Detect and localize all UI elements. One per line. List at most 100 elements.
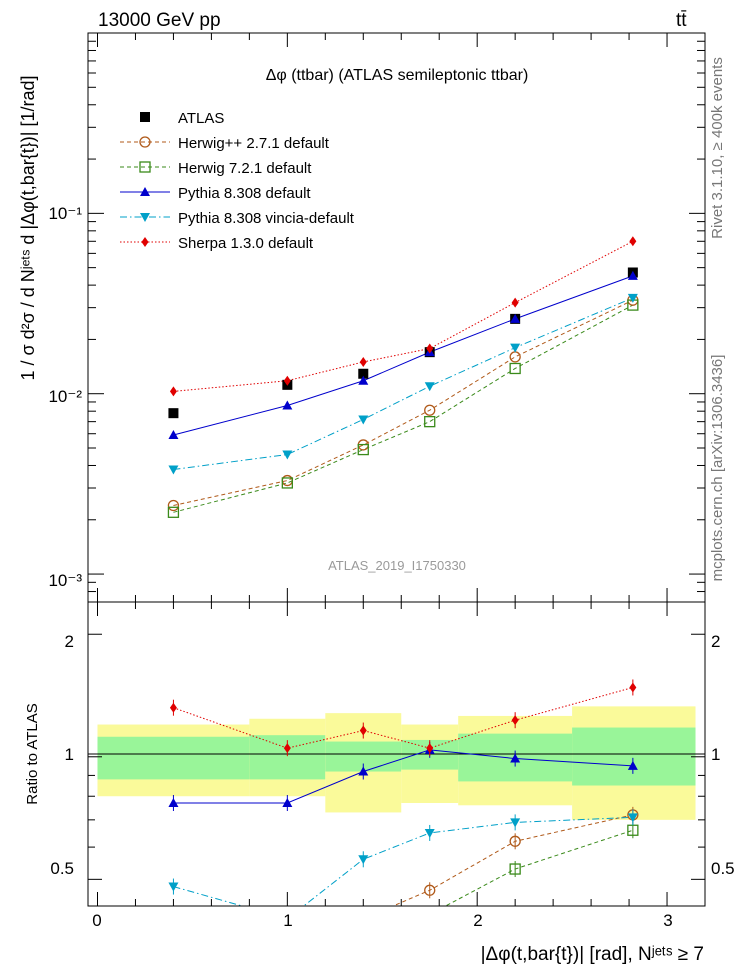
x-axis-label: |Δφ(t,bar{t})| [rad], Nʲᵉᵗˢ ≥ 7	[481, 944, 704, 965]
x-tick-label: 0	[92, 911, 101, 930]
herwig-2-7-1-default-point	[167, 499, 180, 512]
herwig-7-2-1-default-ratio-point	[509, 863, 521, 875]
sherpa-1-3-0-default-point	[169, 386, 177, 397]
pythia-8-308-vincia-default-point	[168, 465, 179, 475]
pythia-8-308-default-point	[510, 313, 521, 323]
series-lines	[173, 240, 634, 513]
pythia-8-308-vincia-default-point	[424, 382, 435, 392]
ratio-tick-label: 1	[65, 745, 74, 764]
pythia-8-308-default-ratio-point	[510, 753, 521, 763]
sherpa-1-3-0-default-line	[173, 240, 634, 392]
ratio-axis-label: Ratio to ATLAS	[24, 703, 41, 804]
herwig-7-2-1-default-point	[424, 415, 436, 428]
sherpa-1-3-0-default-ratio-point	[169, 702, 177, 713]
main-plot-frame	[87, 32, 706, 603]
legend-marker-pythia-8-308-default	[140, 187, 150, 196]
herwig-7-2-1-default-point	[281, 477, 293, 489]
sherpa-1-3-0-default-ratio-point	[426, 743, 434, 754]
pythia-8-308-default-ratio-point	[627, 760, 638, 770]
herwig-7-2-1-default-ratio-point	[425, 909, 435, 919]
herwig-2-7-1-default-ratio-point	[424, 884, 436, 896]
rivet-label: Rivet 3.1.10, ≥ 400k events	[709, 57, 726, 239]
ratio-tick-label: 2	[65, 632, 74, 651]
ratio-tick-label-right: 1	[711, 745, 720, 764]
herwig-7-2-1-default-ratio-line	[444, 829, 634, 906]
pythia-8-308-vincia-default-point	[282, 450, 293, 460]
sherpa-1-3-0-default-ratio-point	[359, 725, 367, 736]
herwig-2-7-1-default-ratio-point	[168, 959, 178, 969]
legend-marker-sherpa-1-3-0-default	[141, 237, 149, 247]
herwig-7-2-1-default-line	[173, 304, 634, 513]
series-markers	[167, 236, 639, 518]
sherpa-1-3-0-default-ratio-point	[629, 682, 637, 693]
main-axis-ticks	[88, 32, 706, 603]
y-tick-label: 10⁻³	[48, 571, 82, 590]
pythia-8-308-default-ratio-line	[173, 749, 633, 804]
pythia-8-308-vincia-default-line	[173, 297, 634, 470]
main-plot: Δφ (ttbar) (ATLAS semileptonic ttbar) AT…	[48, 32, 706, 603]
herwig-7-2-1-default-point	[357, 443, 369, 456]
pythia-8-308-default-ratio-point	[282, 797, 293, 807]
pythia-8-308-vincia-default-ratio-point	[358, 855, 369, 865]
pythia-8-308-default-line	[173, 275, 634, 436]
pythia-8-308-vincia-default-ratio-point	[424, 828, 435, 838]
sherpa-1-3-0-default-ratio-point	[511, 715, 519, 726]
ratio-plot: 0.5 1 2 0.5 1 2	[50, 601, 735, 969]
legend-marker-pythia-8-308-vincia-default	[140, 213, 150, 222]
legend: ATLAS Herwig++ 2.7.1 default Herwig 7.2.1 …	[120, 110, 355, 252]
sherpa-1-3-0-default-point	[511, 297, 519, 308]
analysis-label: ATLAS_2019_I1750330	[328, 558, 466, 573]
pythia-8-308-default-point	[168, 430, 179, 440]
sherpa-1-3-0-default-point	[359, 356, 367, 367]
x-tick-label: 2	[473, 911, 482, 930]
ratio-lines	[173, 686, 634, 906]
herwig-2-7-1-default-ratio-point	[358, 914, 368, 924]
mcplots-label: mcplots.cern.ch [arXiv:1306.3436]	[709, 355, 726, 582]
herwig-7-2-1-default-point	[509, 362, 521, 375]
legend-label-pythia-8-308-vincia-default: Pythia 8.308 vincia-default	[178, 210, 355, 227]
pythia-8-308-vincia-default-point	[627, 293, 638, 303]
y-tick-label: 10⁻²	[48, 387, 82, 406]
inner-band-bin	[97, 736, 250, 780]
sherpa-1-3-0-default-point	[629, 236, 637, 247]
pythia-8-308-default-point	[627, 270, 638, 280]
x-tick-label: 3	[663, 911, 672, 930]
legend-label-pythia-8-308-default: Pythia 8.308 default	[178, 185, 311, 202]
legend-label-atlas: ATLAS	[178, 110, 224, 127]
herwig-2-7-1-default-point	[424, 404, 436, 416]
legend-label-herwig-2-7-1-default: Herwig++ 2.7.1 default	[178, 135, 330, 152]
herwig-7-2-1-default-ratio-point	[358, 923, 368, 933]
herwig-2-7-1-default-ratio-point	[509, 835, 521, 847]
inner-band-bin	[572, 727, 696, 786]
process-label: tt̄	[676, 10, 687, 31]
plot-title: Δφ (ttbar) (ATLAS semileptonic ttbar)	[266, 67, 529, 84]
atlas-point	[168, 408, 179, 419]
pythia-8-308-vincia-default-ratio-point	[510, 818, 521, 828]
legend-label-sherpa-1-3-0-default: Sherpa 1.3.0 default	[178, 235, 314, 252]
x-tick-label: 1	[283, 911, 292, 930]
pythia-8-308-default-ratio-point	[358, 766, 369, 776]
y-tick-label: 10⁻¹	[48, 204, 82, 223]
pythia-8-308-vincia-default-point	[510, 343, 521, 353]
pythia-8-308-default-point	[358, 375, 369, 385]
herwig-7-2-1-default-point	[167, 506, 180, 518]
ratio-plot-frame	[87, 601, 706, 907]
legend-marker-herwig-2-7-1-default	[139, 136, 151, 148]
sherpa-1-3-0-default-ratio-point	[283, 743, 291, 754]
ratio-axis-ticks	[88, 602, 706, 906]
legend-marker-herwig-7-2-1-default	[139, 161, 151, 173]
sherpa-1-3-0-default-point	[426, 343, 434, 354]
pythia-8-308-vincia-default-ratio-point	[627, 813, 638, 823]
pythia-8-308-default-point	[282, 400, 293, 410]
energy-label: 13000 GeV pp	[98, 10, 221, 31]
atlas-point	[358, 368, 369, 379]
ratio-tick-label: 0.5	[50, 859, 74, 878]
ratio-tick-label-right: 2	[711, 632, 720, 651]
pythia-8-308-vincia-default-point	[358, 415, 369, 425]
ratio-markers	[168, 679, 639, 969]
sherpa-1-3-0-default-point	[283, 375, 291, 386]
ratio-tick-label-right: 0.5	[711, 859, 735, 878]
herwig-2-7-1-default-ratio-line	[391, 814, 633, 906]
pythia-8-308-vincia-default-ratio-line	[173, 816, 633, 906]
